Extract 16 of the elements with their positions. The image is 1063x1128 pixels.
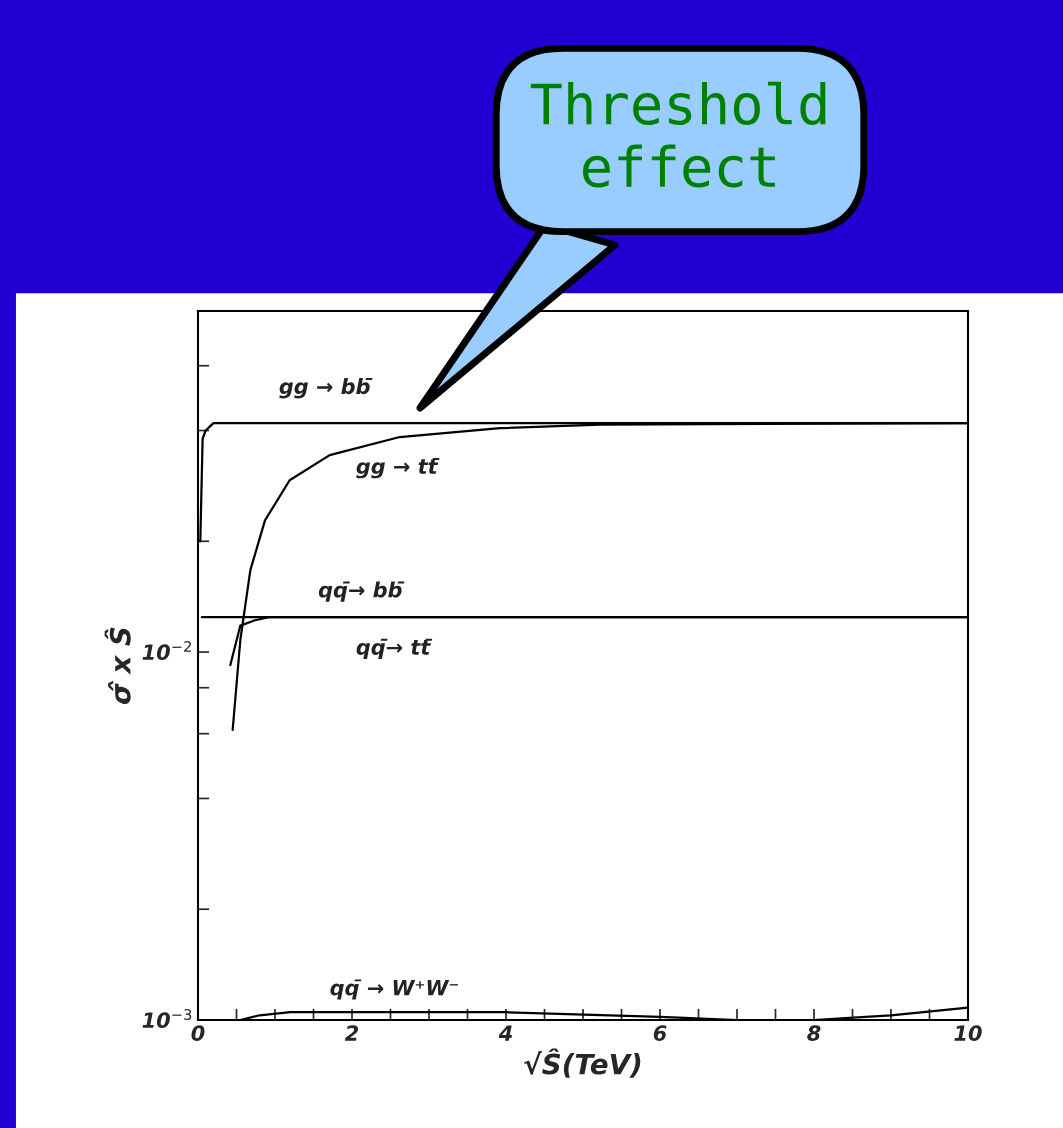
y-tick-label: 10$^{−2}$ <box>142 641 191 661</box>
x-tick-label: 6 <box>653 1025 667 1042</box>
x-axis-title: √Ŝ(TeV) <box>524 1048 641 1078</box>
series-label: qq̄→ bb̄ <box>318 581 405 602</box>
series-label: qq̄→ tt̄ <box>356 638 433 659</box>
x-tick-label: 10 <box>954 1025 982 1041</box>
y-tick-label: 10$^{−3}$ <box>142 1008 192 1029</box>
series-label: gg → tt̄ <box>356 458 440 479</box>
x-tick-label: 2 <box>344 1025 359 1041</box>
x-tick-label: 0 <box>191 1025 205 1041</box>
x-tick-label: 4 <box>498 1025 512 1041</box>
y-axis-title: σ̂ x Ŝ <box>104 627 131 704</box>
series-label: gg → bb̄ <box>279 378 373 399</box>
series-label: qq̄ → W⁺W⁻ <box>330 979 459 1000</box>
x-tick-label: 8 <box>807 1025 821 1041</box>
text: Threshold effect <box>530 81 826 188</box>
